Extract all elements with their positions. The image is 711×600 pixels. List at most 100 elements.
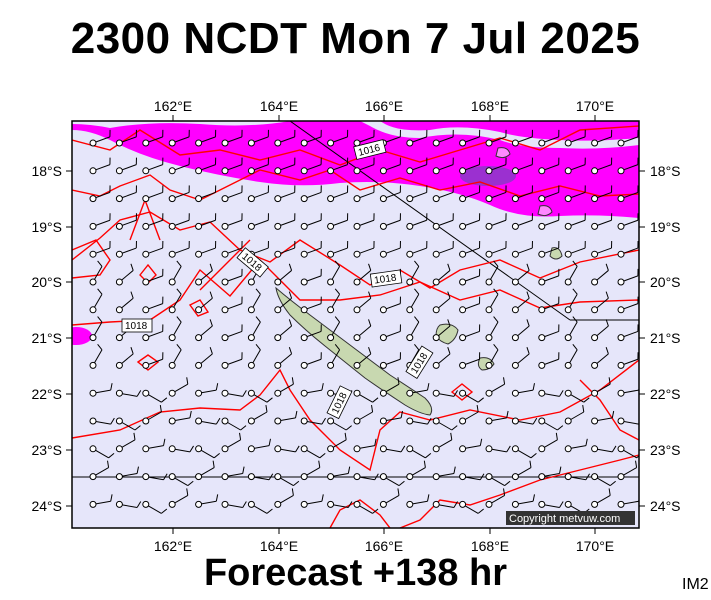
wind-barb-station	[89, 473, 97, 481]
wind-barb-station	[300, 195, 308, 203]
wind-barb-station	[195, 278, 203, 286]
wind-barb-feather	[107, 460, 110, 468]
wind-barb-station	[591, 306, 599, 314]
wind-barb-feather	[559, 501, 564, 508]
wind-barb-station	[142, 167, 150, 175]
wind-barb-station	[591, 167, 599, 175]
wind-barb-station	[538, 167, 546, 175]
lat-label-right-23: 23°S	[650, 442, 681, 458]
wind-barb-station	[168, 222, 176, 230]
wind-barb-station	[89, 222, 97, 230]
wind-barb-station	[485, 361, 493, 369]
wind-barb-station	[432, 473, 440, 481]
wind-barb-station	[274, 195, 282, 203]
wind-barb-feather	[288, 347, 293, 354]
wind-barb-station	[617, 445, 625, 453]
lat-ticks	[66, 170, 645, 507]
wind-barb-feather	[209, 263, 213, 271]
wind-barb-station	[432, 445, 440, 453]
wind-barb-station	[617, 361, 625, 369]
wind-barb-feather	[582, 405, 585, 413]
wind-barb-station	[485, 306, 493, 314]
wind-barb-station	[247, 195, 255, 203]
wind-barb-station	[511, 500, 519, 508]
wind-barb-feather	[176, 316, 182, 323]
rain-band-inner	[380, 121, 639, 141]
wind-barb-station	[300, 417, 308, 425]
wind-barb-station	[591, 500, 599, 508]
wind-barb-station	[485, 334, 493, 342]
wind-barb-station	[564, 139, 572, 147]
wind-barb-station	[511, 473, 519, 481]
wind-barb-station	[353, 278, 361, 286]
lat-label-left-20: 20°S	[31, 274, 62, 290]
wind-barb-station	[247, 167, 255, 175]
wind-barb-station	[274, 222, 282, 230]
wind-barb-station	[221, 306, 229, 314]
wind-barb-station	[327, 139, 335, 147]
wind-barb-feather	[585, 438, 588, 446]
wind-barb-station	[564, 500, 572, 508]
wind-barb-feather	[213, 453, 220, 459]
wind-barb-station	[353, 389, 361, 397]
wind-barb-station	[406, 250, 414, 258]
wind-barb-station	[89, 417, 97, 425]
wind-barb-station	[564, 278, 572, 286]
wind-barb-station	[142, 222, 150, 230]
wind-barb-feather	[529, 460, 532, 468]
wind-barb-station	[617, 250, 625, 258]
wind-barb-station	[221, 500, 229, 508]
lat-label-left-23: 23°S	[31, 442, 62, 458]
wind-barb-station	[406, 500, 414, 508]
wind-barbs	[89, 129, 639, 514]
wind-barb-station	[432, 500, 440, 508]
wind-barb-station	[564, 389, 572, 397]
wind-barb-station	[564, 195, 572, 203]
wind-barb-feather	[368, 347, 372, 354]
wind-barb-station	[89, 500, 97, 508]
wind-barb-station	[406, 473, 414, 481]
wind-barb-feather	[447, 291, 451, 299]
wind-barb-station	[459, 361, 467, 369]
wind-barb-station	[617, 278, 625, 286]
lat-label-left-19: 19°S	[31, 219, 62, 235]
wind-barb-station	[511, 334, 519, 342]
wind-barb-feather	[266, 397, 273, 403]
wind-barb-station	[89, 250, 97, 258]
wind-barb-feather	[557, 425, 564, 431]
wind-barb-station	[617, 139, 625, 147]
wind-barb-feather	[572, 316, 578, 323]
wind-barb-feather	[427, 383, 430, 391]
wind-barb-feather	[209, 347, 213, 354]
wind-barb-station	[274, 500, 282, 508]
lat-label-left-18: 18°S	[31, 163, 62, 179]
wind-barb-station	[459, 222, 467, 230]
wind-barb-feather	[447, 347, 451, 354]
lon-label-top-166: 166°E	[365, 98, 403, 114]
wind-barb-station	[274, 417, 282, 425]
wind-barb-station	[379, 334, 387, 342]
wind-barb-station	[617, 500, 625, 508]
copyright-box	[506, 511, 635, 525]
wind-barb-station	[168, 334, 176, 342]
wind-barb-feather	[215, 383, 219, 391]
wind-barb-feather	[526, 263, 530, 271]
rain-heavy-patch	[460, 166, 516, 186]
wind-barb-station	[511, 250, 519, 258]
wind-barb-feather	[288, 291, 293, 299]
wind-barb-feather	[559, 466, 562, 474]
wind-barb-station	[142, 500, 150, 508]
wind-barb-station	[168, 306, 176, 314]
wind-barb-station	[591, 473, 599, 481]
wind-barb-feather	[268, 438, 271, 446]
lon-label-bottom-164: 164°E	[260, 538, 298, 554]
wind-barb-feather	[371, 405, 374, 413]
wind-barb-feather	[368, 291, 372, 299]
wind-barb-station	[89, 278, 97, 286]
wind-barb-station	[353, 222, 361, 230]
wind-barb-station	[195, 389, 203, 397]
wind-barb-station	[300, 389, 308, 397]
wind-barb-feather	[159, 405, 162, 413]
wind-barb-station	[511, 417, 519, 425]
wind-barb-station	[538, 306, 546, 314]
